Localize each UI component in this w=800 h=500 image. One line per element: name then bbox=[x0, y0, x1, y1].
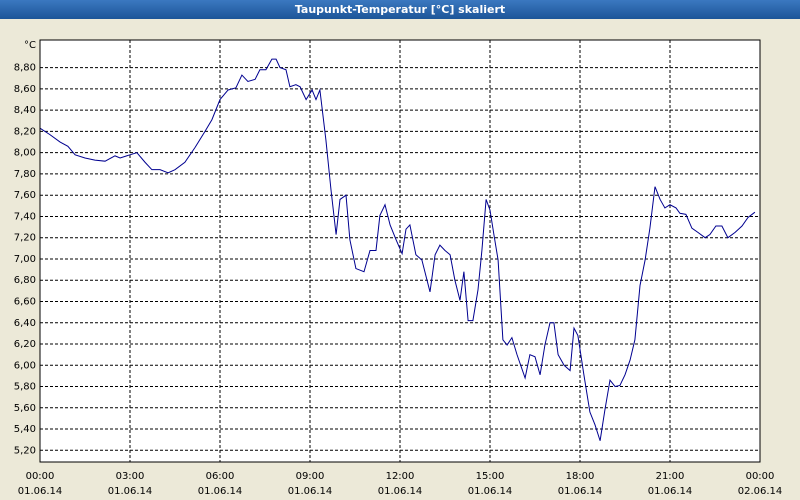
x-tick-date: 01.06.14 bbox=[288, 486, 333, 497]
x-tick-label: 21:00 bbox=[656, 471, 685, 482]
x-tick-label: 06:00 bbox=[206, 471, 235, 482]
x-tick-date: 01.06.14 bbox=[108, 486, 153, 497]
y-tick-label: 6,40 bbox=[14, 318, 36, 329]
y-tick-label: 5,20 bbox=[14, 445, 36, 456]
y-tick-label: 7,80 bbox=[14, 169, 36, 180]
y-tick-label: 5,60 bbox=[14, 403, 36, 414]
y-tick-label: 8,80 bbox=[14, 63, 36, 74]
y-tick-label: 7,20 bbox=[14, 233, 36, 244]
y-tick-label: 8,40 bbox=[14, 105, 36, 116]
y-tick-label: 6,80 bbox=[14, 275, 36, 286]
x-tick-date: 01.06.14 bbox=[558, 486, 603, 497]
x-tick-date: 01.06.14 bbox=[198, 486, 243, 497]
y-tick-label: 7,60 bbox=[14, 190, 36, 201]
y-tick-label: 8,20 bbox=[14, 126, 36, 137]
y-tick-label: 6,20 bbox=[14, 339, 36, 350]
x-tick-date: 01.06.14 bbox=[468, 486, 513, 497]
x-tick-date: 01.06.14 bbox=[648, 486, 693, 497]
x-tick-label: 18:00 bbox=[566, 471, 595, 482]
x-tick-label: 15:00 bbox=[476, 471, 505, 482]
y-tick-label: 7,00 bbox=[14, 254, 36, 265]
x-tick-label: 12:00 bbox=[386, 471, 415, 482]
x-tick-label: 03:00 bbox=[116, 471, 145, 482]
x-tick-date: 02.06.14 bbox=[738, 486, 783, 497]
y-tick-label: 6,00 bbox=[14, 360, 36, 371]
y-axis-label: °C bbox=[24, 40, 36, 51]
x-tick-date: 01.06.14 bbox=[18, 486, 63, 497]
x-tick-label: 09:00 bbox=[296, 471, 325, 482]
plot-border bbox=[39, 39, 761, 463]
y-tick-label: 5,40 bbox=[14, 424, 36, 435]
x-tick-label: 00:00 bbox=[746, 471, 775, 482]
chart-title: Taupunkt-Temperatur [°C] skaliert bbox=[295, 3, 505, 16]
x-tick-date: 01.06.14 bbox=[378, 486, 423, 497]
y-tick-label: 6,60 bbox=[14, 296, 36, 307]
y-tick-label: 8,60 bbox=[14, 84, 36, 95]
x-tick-label: 00:00 bbox=[26, 471, 55, 482]
title-bar bbox=[0, 0, 800, 19]
data-line bbox=[39, 58, 756, 441]
y-tick-label: 8,00 bbox=[14, 148, 36, 159]
y-tick-label: 7,40 bbox=[14, 211, 36, 222]
y-tick-label: 5,80 bbox=[14, 382, 36, 393]
